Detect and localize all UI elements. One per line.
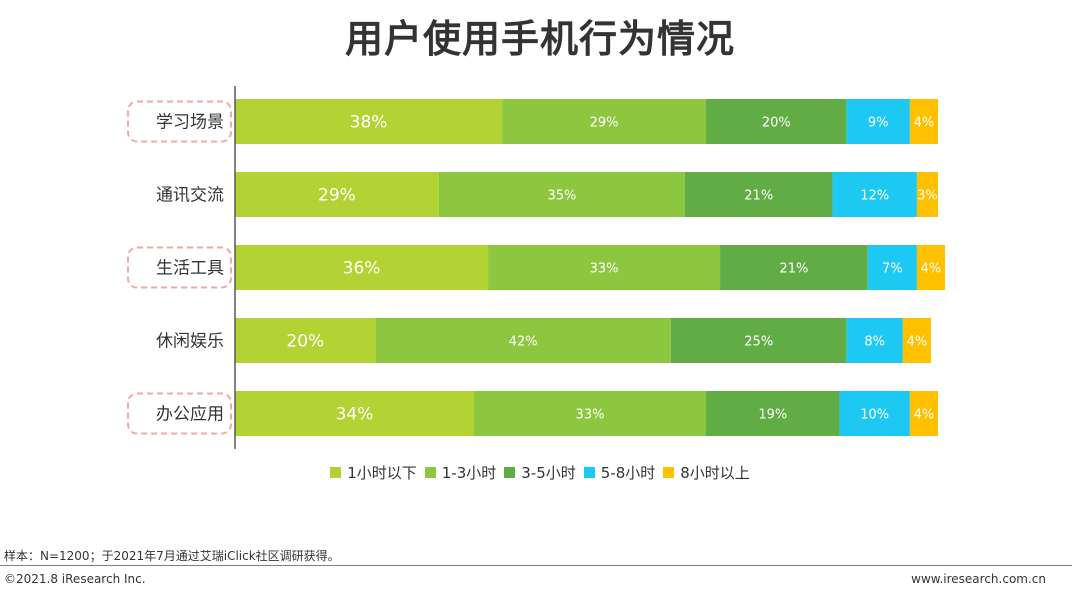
bar-segment bbox=[720, 245, 868, 290]
category-label: 学习场景 bbox=[156, 113, 224, 133]
bar-segment bbox=[684, 172, 833, 217]
data-label: 42% bbox=[509, 335, 538, 350]
data-label: 25% bbox=[744, 335, 773, 350]
bar-segment bbox=[235, 245, 489, 290]
legend-label: 5-8小时 bbox=[600, 464, 656, 482]
bar-segment bbox=[916, 172, 938, 217]
data-label: 9% bbox=[868, 116, 889, 131]
bar-segment bbox=[706, 391, 840, 436]
footer-divider bbox=[0, 565, 1072, 566]
data-label: 7% bbox=[882, 262, 903, 277]
data-label: 29% bbox=[590, 116, 619, 131]
category-label: 生活工具 bbox=[156, 259, 224, 279]
stacked-bar-chart: 学习场景 38% 29% 20% 9% 4% 通讯交流 29% 35% 21% 12% 3% 生活工具 3… bbox=[127, 86, 946, 449]
bar-segment bbox=[839, 391, 910, 436]
bar-segment bbox=[502, 99, 707, 144]
data-label: 4% bbox=[914, 408, 935, 423]
data-label: 3% bbox=[917, 189, 938, 204]
page-title: 用户使用手机行为情况 bbox=[344, 17, 735, 61]
data-label: 21% bbox=[744, 189, 773, 204]
bar-segment bbox=[916, 245, 946, 290]
legend-swatch bbox=[504, 467, 516, 478]
data-label: 33% bbox=[576, 408, 605, 423]
bar-segment bbox=[909, 99, 938, 144]
data-label: 19% bbox=[758, 408, 787, 423]
data-label: 4% bbox=[907, 335, 928, 350]
chart-legend: 1小时以下 1-3小时 3-5小时 5-8小时 8小时以上 bbox=[0, 462, 1080, 483]
legend-swatch bbox=[330, 467, 342, 478]
legend-swatch bbox=[424, 467, 436, 478]
bar-segment bbox=[706, 99, 847, 144]
bar-segment bbox=[846, 318, 903, 363]
copyright-text: ©2021.8 iResearch Inc. bbox=[4, 572, 146, 586]
bar-segment bbox=[867, 245, 917, 290]
website-url: www.iresearch.com.cn bbox=[911, 572, 1046, 586]
bar-segment bbox=[235, 391, 475, 436]
legend-item: 1-3小时 bbox=[424, 462, 497, 483]
category-highlight-box bbox=[127, 392, 232, 435]
legend-label: 3-5小时 bbox=[521, 464, 576, 482]
bar-segment bbox=[488, 245, 721, 290]
bar-segment bbox=[474, 391, 707, 436]
data-label: 4% bbox=[914, 116, 935, 131]
data-label: 35% bbox=[547, 189, 576, 204]
data-label: 36% bbox=[343, 259, 381, 279]
bar-segment bbox=[902, 318, 931, 363]
bar-segment bbox=[235, 172, 439, 217]
bar-segment bbox=[846, 99, 910, 144]
source-note: 样本：N=1200；于2021年7月通过艾瑞iClick社区调研获得。 bbox=[4, 549, 340, 563]
bar-segment bbox=[832, 172, 917, 217]
category-highlight-box bbox=[127, 246, 232, 289]
data-label: 21% bbox=[779, 262, 808, 277]
category-highlight-box bbox=[127, 100, 232, 143]
data-label: 29% bbox=[318, 186, 356, 206]
legend-item: 1小时以下 bbox=[330, 462, 417, 483]
legend-swatch bbox=[583, 467, 595, 478]
data-label: 4% bbox=[921, 262, 942, 277]
legend-item: 8小时以上 bbox=[663, 462, 750, 483]
data-label: 38% bbox=[350, 113, 388, 133]
legend-label: 8小时以上 bbox=[680, 464, 750, 482]
bar-segment bbox=[909, 391, 938, 436]
bar-segment bbox=[438, 172, 685, 217]
data-label: 33% bbox=[590, 262, 619, 277]
legend-label: 1小时以下 bbox=[347, 464, 417, 482]
data-label: 20% bbox=[286, 332, 324, 352]
category-label: 休闲娱乐 bbox=[156, 332, 224, 352]
bar-segment bbox=[375, 318, 671, 363]
legend-label: 1-3小时 bbox=[441, 464, 497, 482]
data-label: 8% bbox=[864, 335, 885, 350]
data-label: 20% bbox=[762, 116, 791, 131]
category-label: 办公应用 bbox=[156, 405, 224, 425]
legend-item: 5-8小时 bbox=[583, 462, 656, 483]
legend-swatch bbox=[663, 467, 675, 478]
bar-segment bbox=[670, 318, 847, 363]
bar-segment bbox=[235, 99, 503, 144]
legend-item: 3-5小时 bbox=[504, 462, 576, 483]
data-label: 10% bbox=[860, 408, 889, 423]
data-label: 12% bbox=[860, 189, 889, 204]
category-label: 通讯交流 bbox=[156, 186, 224, 206]
data-label: 34% bbox=[336, 405, 374, 425]
bar-segment bbox=[235, 318, 376, 363]
